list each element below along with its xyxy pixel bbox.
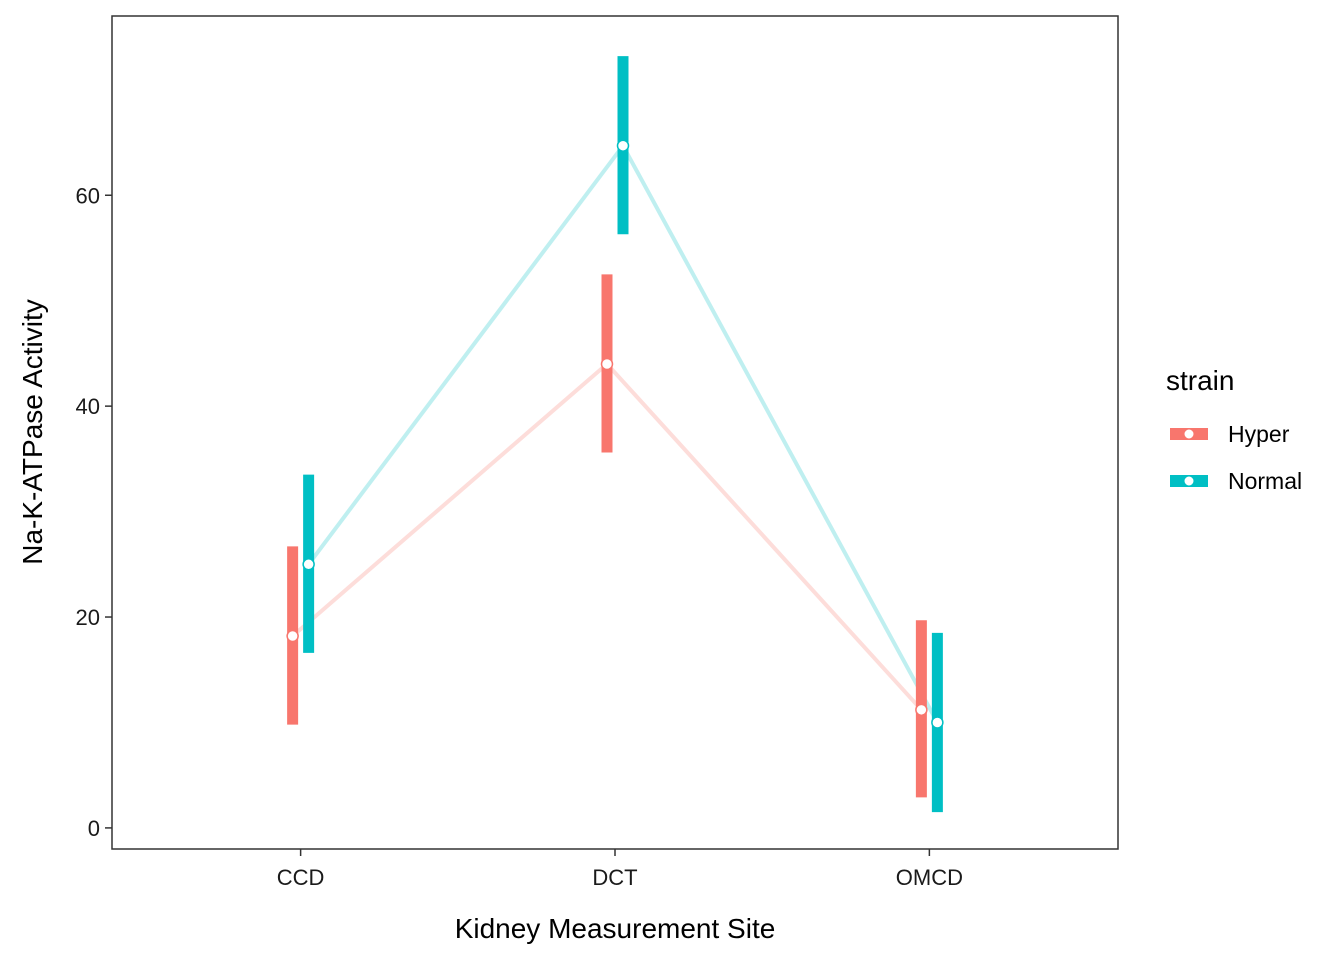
x-tick-label-ccd: CCD	[277, 865, 325, 890]
y-tick-label: 40	[76, 394, 100, 419]
y-tick-label: 60	[76, 183, 100, 208]
y-axis-title: Na-K-ATPase Activity	[17, 299, 48, 565]
data-point-normal-dct	[616, 139, 630, 152]
data-point-hyper-omcd	[915, 703, 928, 717]
legend: Hyper Normal	[1170, 421, 1302, 494]
x-tick-label-dct: DCT	[592, 865, 637, 890]
data-point-hyper-dct	[600, 357, 614, 371]
x-axis-title: Kidney Measurement Site	[455, 913, 776, 944]
legend-label-normal: Normal	[1228, 468, 1302, 494]
x-tick-label-omcd: OMCD	[896, 865, 963, 890]
y-tick-label: 20	[76, 605, 100, 630]
legend-key-point-hyper	[1183, 428, 1195, 440]
chart-marks	[286, 56, 944, 813]
y-tick-label: 0	[88, 816, 100, 841]
plot-panel	[111, 15, 1119, 850]
legend-key-point-normal	[1183, 475, 1195, 487]
legend-title: strain	[1166, 365, 1234, 396]
data-point-normal-ccd	[302, 558, 315, 571]
axes: 0 20 40 60 CCD DCT OMCD	[76, 183, 963, 890]
data-point-hyper-ccd	[286, 629, 299, 643]
legend-label-hyper: Hyper	[1228, 421, 1290, 447]
data-point-normal-omcd	[931, 716, 944, 729]
